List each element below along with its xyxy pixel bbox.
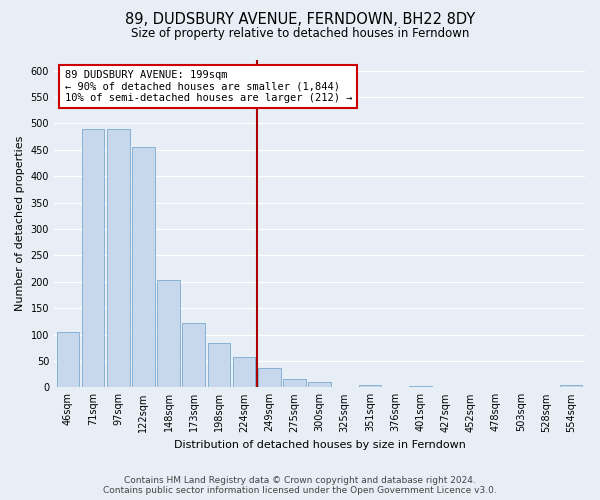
Y-axis label: Number of detached properties: Number of detached properties	[15, 136, 25, 312]
Bar	[560, 384, 583, 388]
Bar	[233, 357, 256, 388]
Bar	[107, 128, 130, 388]
Bar	[409, 386, 431, 388]
Bar	[208, 344, 230, 388]
Bar	[283, 379, 305, 388]
Text: 89 DUDSBURY AVENUE: 199sqm
← 90% of detached houses are smaller (1,844)
10% of s: 89 DUDSBURY AVENUE: 199sqm ← 90% of deta…	[65, 70, 352, 103]
Bar	[258, 368, 281, 388]
Text: Contains HM Land Registry data © Crown copyright and database right 2024.
Contai: Contains HM Land Registry data © Crown c…	[103, 476, 497, 495]
Text: 89, DUDSBURY AVENUE, FERNDOWN, BH22 8DY: 89, DUDSBURY AVENUE, FERNDOWN, BH22 8DY	[125, 12, 475, 28]
Bar	[157, 280, 180, 388]
Bar	[182, 323, 205, 388]
X-axis label: Distribution of detached houses by size in Ferndown: Distribution of detached houses by size …	[173, 440, 466, 450]
Bar	[359, 384, 381, 388]
Bar	[56, 332, 79, 388]
Bar	[308, 382, 331, 388]
Text: Size of property relative to detached houses in Ferndown: Size of property relative to detached ho…	[131, 28, 469, 40]
Bar	[82, 128, 104, 388]
Bar	[132, 147, 155, 388]
